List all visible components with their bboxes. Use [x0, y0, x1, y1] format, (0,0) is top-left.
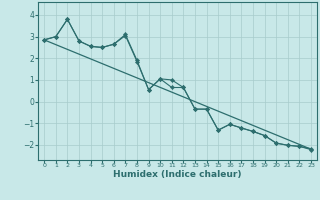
X-axis label: Humidex (Indice chaleur): Humidex (Indice chaleur) — [113, 170, 242, 179]
